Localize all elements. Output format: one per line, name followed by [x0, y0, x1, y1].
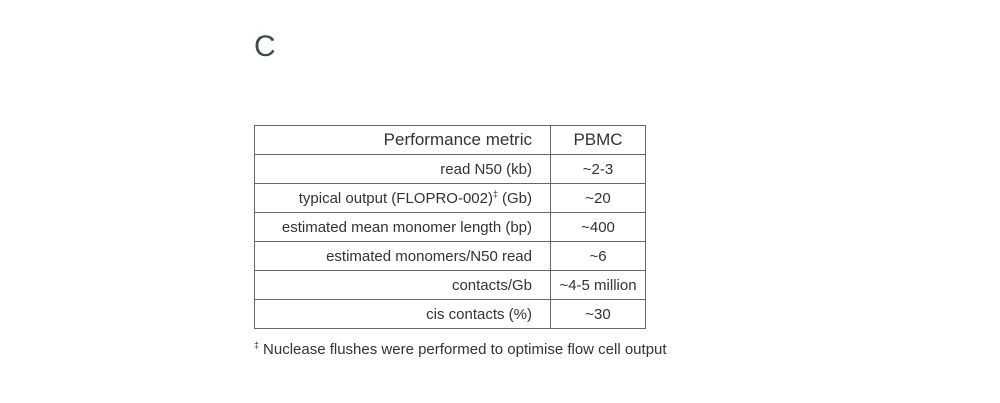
- value-cell: ~6: [550, 241, 646, 271]
- table-row: estimated mean monomer length (bp) ~400: [254, 212, 646, 242]
- table-row: contacts/Gb ~4-5 million: [254, 270, 646, 300]
- footnote-text: Nuclease flushes were performed to optim…: [263, 341, 667, 358]
- value-cell: ~400: [550, 212, 646, 242]
- table-row: estimated monomers/N50 read ~6: [254, 241, 646, 271]
- value-cell: PBMC: [550, 125, 646, 155]
- metrics-table: Performance metric PBMC read N50 (kb) ~2-3 t…: [254, 125, 646, 329]
- metric-cell: estimated monomers/N50 read: [254, 241, 551, 271]
- value-cell: ~4-5 million: [550, 270, 646, 300]
- footnote-mark: ‡: [254, 340, 260, 350]
- metric-cell: estimated mean monomer length (bp): [254, 212, 551, 242]
- value-cell: ~20: [550, 183, 646, 213]
- value-cell: ~30: [550, 299, 646, 329]
- superscript: ‡: [492, 189, 498, 199]
- metric-cell: Performance metric: [254, 125, 551, 155]
- metric-cell: read N50 (kb): [254, 154, 551, 184]
- value-cell: ~2-3: [550, 154, 646, 184]
- metric-cell: contacts/Gb: [254, 270, 551, 300]
- footnote: ‡ Nuclease flushes were performed to opti…: [254, 340, 667, 358]
- cell-unit: (Gb): [502, 190, 532, 207]
- table-row: read N50 (kb) ~2-3: [254, 154, 646, 184]
- metric-cell: cis contacts (%): [254, 299, 551, 329]
- table-row: typical output (FLOPRO-002)‡ (Gb) ~20: [254, 183, 646, 213]
- metric-cell: typical output (FLOPRO-002)‡ (Gb): [254, 183, 551, 213]
- header-row: Performance metric PBMC: [254, 125, 646, 155]
- table-row: cis contacts (%) ~30: [254, 299, 646, 329]
- cell-text: typical output (FLOPRO-002): [298, 190, 493, 207]
- panel-label: C: [254, 30, 276, 63]
